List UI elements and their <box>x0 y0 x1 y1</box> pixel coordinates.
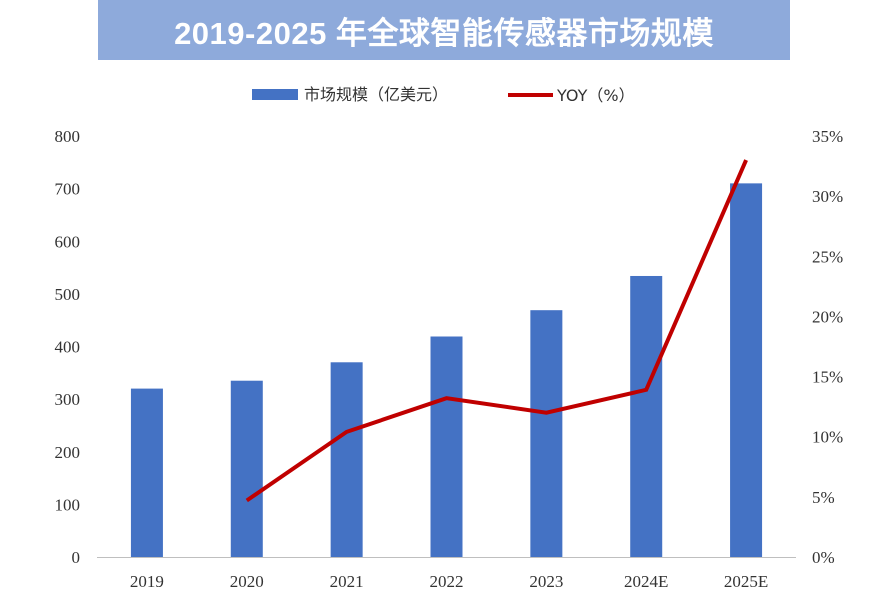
y-left-tick-label: 200 <box>55 443 81 462</box>
x-tick-label: 2019 <box>130 572 164 591</box>
x-tick-label: 2021 <box>330 572 364 591</box>
y-left-tick-label: 600 <box>55 232 81 251</box>
x-tick-label: 2024E <box>624 572 668 591</box>
bar-2021 <box>330 362 363 557</box>
axes: 0 100 200 300 400 500 600 700 800 0% 5% 10% 15% 20% 25… <box>55 127 844 591</box>
x-tick-label: 2020 <box>230 572 264 591</box>
y-left-tick-label: 300 <box>55 390 81 409</box>
y-right-tick-label: 20% <box>812 307 843 326</box>
y-left-tick-label: 700 <box>55 180 81 199</box>
bar-2025E <box>730 183 763 558</box>
y-left-tick-label: 0 <box>72 548 81 567</box>
legend: 市场规模（亿美元） YOY（%） <box>252 85 635 105</box>
y-right-tick-label: 10% <box>812 428 843 447</box>
y-left-tick-label: 500 <box>55 285 81 304</box>
y-left-tick-label: 100 <box>55 495 81 514</box>
legend-bar-label: 市场规模（亿美元） <box>304 85 448 104</box>
y-right-tick-label: 15% <box>812 368 843 387</box>
y-right-tick-label: 35% <box>812 127 843 146</box>
yoy-line <box>245 159 748 503</box>
legend-bar-swatch <box>252 89 298 100</box>
y-left-tick-label: 800 <box>55 127 81 146</box>
y-right-tick-label: 25% <box>812 247 843 266</box>
y-right-tick-label: 0% <box>812 548 835 567</box>
bar-series <box>130 183 763 558</box>
chart-title-banner: 2019-2025 年全球智能传感器市场规模 <box>98 0 790 60</box>
bar-2024E <box>630 275 663 557</box>
bar-2022 <box>430 336 463 557</box>
y-right-tick-label: 5% <box>812 488 835 507</box>
y-left-tick-label: 400 <box>55 338 81 357</box>
legend-line-label: YOY（%） <box>556 86 635 105</box>
bar-2023 <box>530 310 563 557</box>
y-right-tick-label: 30% <box>812 187 843 206</box>
bar-2020 <box>230 380 263 557</box>
x-tick-label: 2022 <box>430 572 464 591</box>
bar-2019 <box>130 388 163 557</box>
yoy-line-series <box>245 159 748 503</box>
chart-title: 2019-2025 年全球智能传感器市场规模 <box>174 15 714 51</box>
x-tick-label: 2025E <box>724 572 768 591</box>
x-tick-label: 2023 <box>529 572 563 591</box>
